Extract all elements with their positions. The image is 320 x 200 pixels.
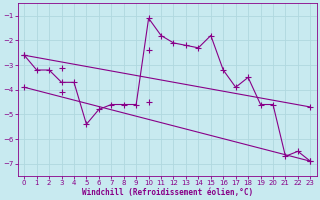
X-axis label: Windchill (Refroidissement éolien,°C): Windchill (Refroidissement éolien,°C) [82, 188, 253, 197]
